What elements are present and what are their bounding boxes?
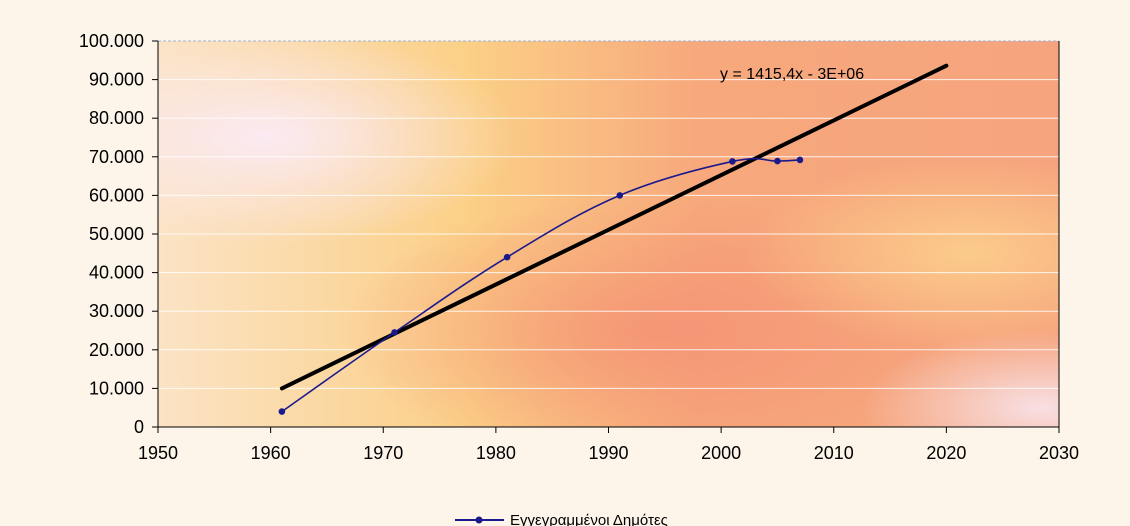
gridlines [158, 40, 1059, 389]
y-tick-label: 10.000 [89, 378, 144, 398]
x-tick-label: 2010 [814, 443, 854, 463]
y-tick-label: 50.000 [89, 224, 144, 244]
x-tick-label: 1980 [476, 443, 516, 463]
x-tick-label: 1990 [588, 443, 628, 463]
data-point [391, 329, 398, 336]
legend-label: Εγγεγραμμένοι Δημότες [510, 512, 668, 526]
x-tick-label: 2000 [701, 443, 741, 463]
y-axis-ticks: 0 10.000 20.000 30.000 40.000 50.000 60.000 70.… [79, 31, 158, 437]
y-tick-label: 40.000 [89, 263, 144, 283]
trendline-equation: y = 1415,4x - 3E+06 [720, 66, 864, 83]
data-point [616, 192, 624, 199]
y-tick-label: 70.000 [89, 147, 144, 167]
y-tick-label: 20.000 [89, 340, 144, 360]
x-tick-label: 1970 [363, 443, 403, 463]
x-tick-label: 1950 [138, 443, 178, 463]
y-tick-label: 100.000 [79, 31, 144, 51]
data-point [729, 158, 736, 165]
data-point [503, 253, 511, 261]
y-tick-label: 90.000 [89, 70, 144, 90]
x-tick-label: 1960 [251, 443, 291, 463]
x-axis-ticks: 1950 1960 1970 1980 1990 2000 2010 2020 2030 [138, 427, 1079, 463]
legend: Εγγεγραμμένοι Δημότες [455, 512, 668, 526]
y-tick-label: 60.000 [89, 185, 144, 205]
legend-marker [475, 516, 483, 524]
x-tick-label: 2020 [926, 443, 966, 463]
y-tick-label: 30.000 [89, 301, 144, 321]
x-tick-label: 2030 [1039, 443, 1079, 463]
data-point [796, 156, 804, 164]
y-tick-label: 80.000 [89, 108, 144, 128]
data-point [774, 157, 781, 165]
series-line [281, 157, 801, 413]
data-point [278, 408, 286, 415]
series [278, 156, 804, 415]
y-tick-label: 0 [134, 417, 144, 437]
